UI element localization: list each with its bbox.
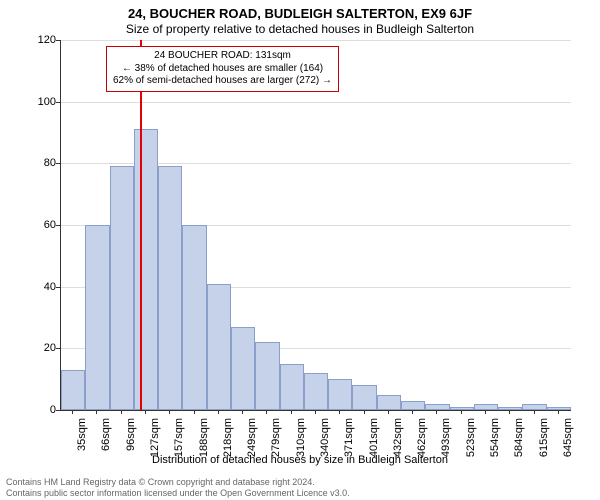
xtick-label: 584sqm bbox=[513, 418, 525, 462]
histogram-bar bbox=[401, 401, 425, 410]
histogram-bar bbox=[61, 370, 85, 410]
histogram-bar bbox=[110, 166, 134, 410]
annotation-callout: 24 BOUCHER ROAD: 131sqm ← 38% of detache… bbox=[106, 46, 339, 92]
annotation-line1: 24 BOUCHER ROAD: 131sqm bbox=[113, 50, 332, 63]
xtick-mark bbox=[121, 410, 122, 414]
histogram-bar bbox=[328, 379, 352, 410]
xtick-mark bbox=[485, 410, 486, 414]
xtick-label: 157sqm bbox=[173, 418, 185, 462]
ytick-mark bbox=[56, 102, 60, 103]
annotation-line3: 62% of semi-detached houses are larger (… bbox=[113, 75, 332, 88]
xtick-mark bbox=[194, 410, 195, 414]
footer-attribution: Contains HM Land Registry data © Crown c… bbox=[6, 477, 350, 498]
histogram-bar bbox=[425, 404, 449, 410]
histogram-bar bbox=[352, 385, 376, 410]
histogram-bar bbox=[134, 129, 158, 410]
histogram-bar bbox=[231, 327, 255, 410]
histogram-bar bbox=[182, 225, 206, 410]
chart-subtitle: Size of property relative to detached ho… bbox=[0, 22, 600, 36]
xtick-mark bbox=[509, 410, 510, 414]
xtick-label: 645sqm bbox=[562, 418, 574, 462]
xtick-label: 432sqm bbox=[392, 418, 404, 462]
ytick-label: 60 bbox=[30, 219, 56, 231]
xtick-label: 66sqm bbox=[100, 418, 112, 462]
histogram-bar bbox=[158, 166, 182, 410]
ytick-mark bbox=[56, 410, 60, 411]
xtick-label: 310sqm bbox=[295, 418, 307, 462]
ytick-mark bbox=[56, 163, 60, 164]
xtick-mark bbox=[461, 410, 462, 414]
ytick-mark bbox=[56, 40, 60, 41]
xtick-label: 554sqm bbox=[489, 418, 501, 462]
ytick-label: 40 bbox=[30, 281, 56, 293]
xtick-mark bbox=[218, 410, 219, 414]
xtick-label: 188sqm bbox=[198, 418, 210, 462]
xtick-mark bbox=[534, 410, 535, 414]
ytick-label: 100 bbox=[30, 96, 56, 108]
histogram-bar bbox=[450, 407, 474, 410]
xtick-mark bbox=[96, 410, 97, 414]
xtick-mark bbox=[291, 410, 292, 414]
ytick-label: 20 bbox=[30, 342, 56, 354]
xtick-label: 371sqm bbox=[343, 418, 355, 462]
xtick-label: 249sqm bbox=[246, 418, 258, 462]
histogram-bar bbox=[547, 407, 571, 410]
xtick-mark bbox=[315, 410, 316, 414]
footer-line1: Contains HM Land Registry data © Crown c… bbox=[6, 477, 350, 487]
xtick-mark bbox=[72, 410, 73, 414]
ytick-mark bbox=[56, 348, 60, 349]
plot-area: 24 BOUCHER ROAD: 131sqm ← 38% of detache… bbox=[60, 40, 571, 411]
xtick-label: 340sqm bbox=[319, 418, 331, 462]
chart-title: 24, BOUCHER ROAD, BUDLEIGH SALTERTON, EX… bbox=[0, 6, 600, 21]
histogram-bar bbox=[304, 373, 328, 410]
xtick-mark bbox=[145, 410, 146, 414]
xtick-label: 462sqm bbox=[416, 418, 428, 462]
xtick-label: 96sqm bbox=[125, 418, 137, 462]
xtick-label: 493sqm bbox=[440, 418, 452, 462]
xtick-mark bbox=[436, 410, 437, 414]
histogram-bar bbox=[280, 364, 304, 410]
histogram-bar bbox=[85, 225, 109, 410]
histogram-bar bbox=[522, 404, 546, 410]
xtick-mark bbox=[339, 410, 340, 414]
reference-marker bbox=[140, 40, 142, 410]
gridline bbox=[61, 102, 571, 103]
xtick-label: 35sqm bbox=[76, 418, 88, 462]
xtick-mark bbox=[169, 410, 170, 414]
xtick-label: 279sqm bbox=[270, 418, 282, 462]
xtick-mark bbox=[412, 410, 413, 414]
xtick-mark bbox=[388, 410, 389, 414]
gridline bbox=[61, 40, 571, 41]
histogram-bar bbox=[498, 407, 522, 410]
histogram-bar bbox=[255, 342, 279, 410]
xtick-label: 127sqm bbox=[149, 418, 161, 462]
histogram-bar bbox=[207, 284, 231, 410]
ytick-mark bbox=[56, 287, 60, 288]
xtick-mark bbox=[558, 410, 559, 414]
ytick-mark bbox=[56, 225, 60, 226]
histogram-bar bbox=[377, 395, 401, 410]
ytick-label: 120 bbox=[30, 34, 56, 46]
footer-line2: Contains public sector information licen… bbox=[6, 488, 350, 498]
xtick-label: 615sqm bbox=[538, 418, 550, 462]
xtick-label: 218sqm bbox=[222, 418, 234, 462]
xtick-mark bbox=[242, 410, 243, 414]
ytick-label: 0 bbox=[30, 404, 56, 416]
xtick-label: 523sqm bbox=[465, 418, 477, 462]
xtick-mark bbox=[266, 410, 267, 414]
ytick-label: 80 bbox=[30, 157, 56, 169]
annotation-line2: ← 38% of detached houses are smaller (16… bbox=[113, 63, 332, 76]
xtick-label: 401sqm bbox=[368, 418, 380, 462]
xtick-mark bbox=[364, 410, 365, 414]
